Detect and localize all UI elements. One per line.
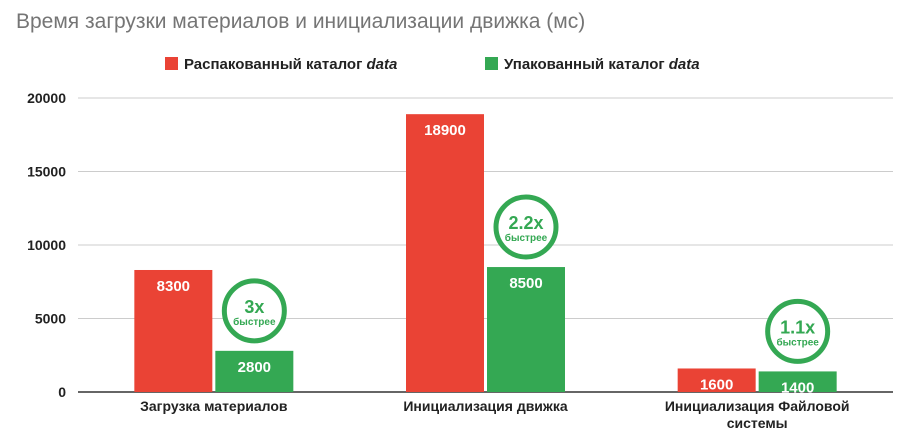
bar-value-label: 1600 [700, 376, 733, 393]
x-category-label: Загрузка материалов [140, 398, 288, 414]
legend-label-packed: Упакованный каталог data [504, 56, 700, 73]
badge-circle [765, 298, 831, 364]
bar-value-label: 8300 [157, 278, 190, 295]
y-tick-label: 0 [58, 384, 66, 400]
badge-multiplier: 1.1x [780, 317, 815, 337]
bar-unpacked [677, 368, 756, 392]
bar-value-label: 2800 [238, 359, 271, 376]
y-tick-label: 10000 [27, 237, 66, 253]
y-tick-label: 5000 [35, 311, 66, 327]
y-tick-label: 20000 [27, 90, 66, 106]
bar-value-label: 18900 [424, 122, 466, 139]
bar-value-label: 8500 [509, 275, 542, 292]
badge-circle [493, 194, 559, 260]
badge-multiplier: 2.2x [508, 213, 543, 233]
legend-swatch-unpacked [165, 57, 178, 70]
gridlines [78, 97, 893, 393]
bar-unpacked [406, 114, 484, 393]
x-axis: Загрузка материалов Инициализация движка И… [140, 398, 849, 431]
badge-caption: быстрее [776, 336, 819, 348]
chart-title: Время загрузки материалов и инициализаци… [16, 10, 585, 33]
legend: Распакованный каталог data Упакованный к… [165, 56, 700, 73]
badge-caption: быстрее [505, 232, 548, 244]
x-category-label: Инициализация движка [403, 398, 567, 414]
y-axis: 0 5000 10000 15000 20000 [27, 90, 66, 400]
x-category-label: Инициализация Файловой [665, 398, 850, 414]
bars: 8300 2800 18900 8500 1600 1400 [134, 114, 837, 396]
badge-caption: быстрее [233, 316, 276, 328]
bar-packed [215, 350, 294, 392]
badge-multiplier: 3x [244, 297, 264, 317]
bar-unpacked [134, 269, 213, 392]
bar-value-label: 1400 [781, 379, 814, 396]
y-tick-label: 15000 [27, 164, 66, 180]
badge-circle [221, 278, 287, 344]
legend-label-unpacked: Распакованный каталог data [184, 56, 397, 73]
bar-packed [758, 371, 837, 392]
x-category-label: системы [727, 415, 788, 431]
legend-swatch-packed [485, 57, 498, 70]
bar-packed [487, 267, 565, 392]
